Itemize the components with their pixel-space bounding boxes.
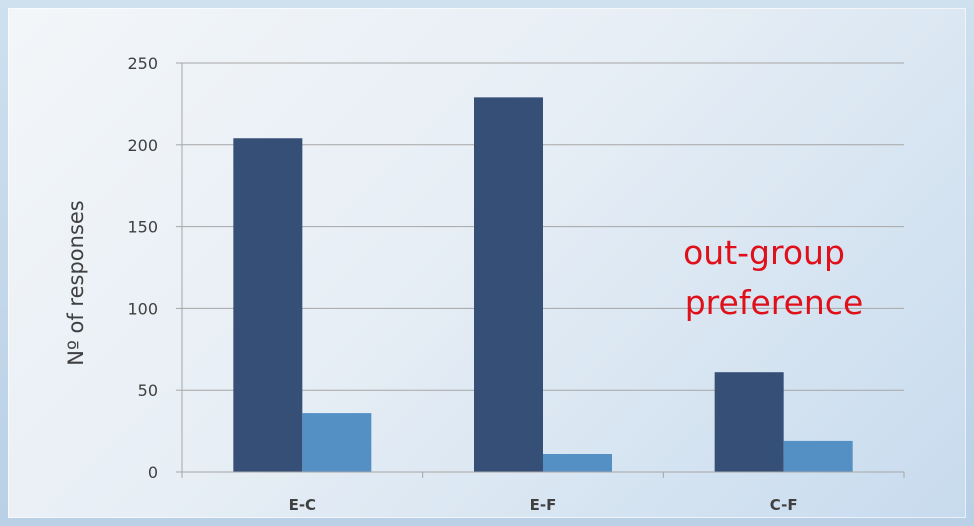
y-tick-labels: 0 50 100 150 200 250	[127, 54, 158, 482]
bar-e-c-series-1	[233, 138, 303, 473]
x-tick-label: E-F	[530, 496, 557, 514]
y-tick-label: 0	[148, 463, 158, 482]
bar-e-f-series-1	[474, 97, 543, 472]
y-tick-label: 200	[127, 136, 158, 155]
bars	[233, 97, 853, 473]
annotation-line-2: preference	[685, 283, 864, 322]
y-tick-label: 50	[138, 381, 158, 400]
y-tick-label: 100	[127, 299, 158, 318]
x-axis: E-C E-F C-F	[181, 471, 905, 514]
y-tick-label: 150	[127, 218, 158, 237]
bar-c-f-series-2	[783, 440, 853, 472]
y-tick-label: 250	[127, 54, 158, 73]
bar-e-f-series-2	[543, 454, 612, 472]
y-axis-label: Nº of responses	[64, 200, 88, 366]
x-tick-label: E-C	[289, 496, 316, 514]
bar-c-f-series-1	[714, 372, 784, 472]
bar-e-c-series-2	[302, 413, 372, 472]
annotation-line-1: out-group	[683, 233, 845, 272]
x-tick-label: C-F	[770, 496, 798, 514]
